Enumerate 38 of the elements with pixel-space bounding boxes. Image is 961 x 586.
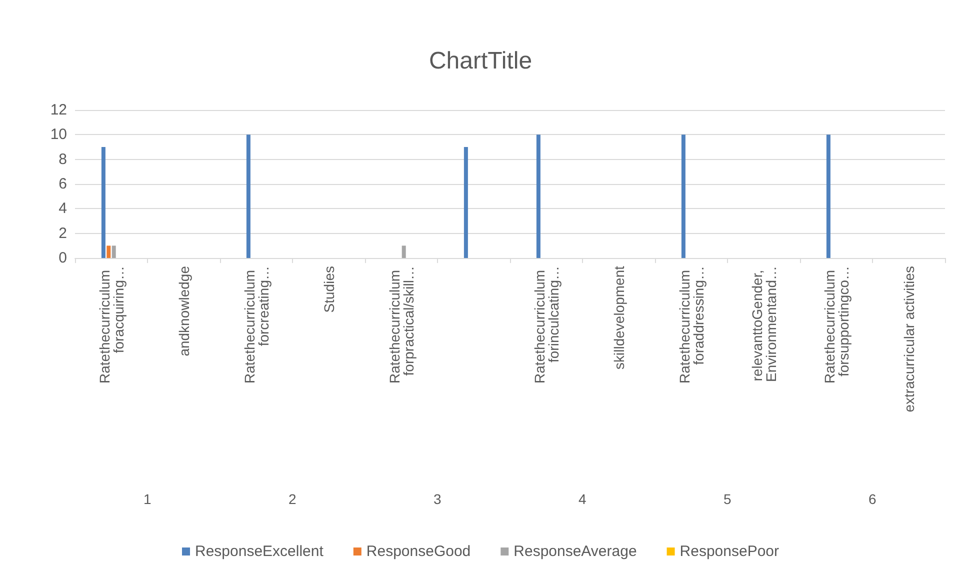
chart-title: ChartTitle	[428, 48, 532, 74]
x-tick-label: Ratethecurriculum forsupportingco…	[821, 266, 852, 384]
bar	[536, 134, 540, 258]
x-tick-label: extracurricular activities	[900, 266, 917, 412]
y-tick-label: 10	[50, 126, 67, 144]
x-tick-label: Ratethecurriculum forpractical/skill…	[386, 266, 416, 384]
text: 6	[868, 491, 876, 507]
y-tick-label: 4	[58, 200, 67, 218]
y-tick-label: 2	[58, 224, 67, 242]
text: 2	[288, 491, 296, 507]
legend-label: ResponseGood	[366, 543, 471, 560]
x-tick-label: Ratethecurriculum foraddressing…	[676, 266, 706, 384]
x-tick-label: Ratethecurriculum forcreating…	[241, 266, 272, 384]
x-tick-label: relevanttoGender, Environmentand…	[748, 266, 779, 382]
text: 1	[144, 491, 152, 507]
bar	[112, 246, 116, 258]
legend-label: ResponsePoor	[680, 543, 780, 560]
x-tick-label: skilldevelopment	[610, 266, 627, 370]
legend-label: ResponseAverage	[514, 543, 637, 560]
legend-label: ResponseExcellent	[194, 543, 324, 560]
text: 3	[434, 491, 442, 507]
bar	[826, 134, 830, 258]
bar	[246, 134, 250, 258]
y-tick-label: 12	[50, 102, 67, 118]
bar	[106, 246, 111, 258]
y-tick-label: 0	[58, 250, 67, 266]
x-tick-label: Ratethecurriculum forinculcating…	[531, 266, 562, 384]
bar	[681, 134, 686, 258]
bar	[402, 246, 406, 258]
x-tick-label: andknowledge	[176, 266, 192, 356]
text: 4	[578, 491, 586, 507]
y-tick-label: 6	[58, 176, 67, 192]
bar	[101, 147, 106, 258]
y-tick-label: 8	[58, 150, 67, 168]
text: 5	[724, 491, 732, 507]
x-tick-label: Studies	[320, 266, 337, 313]
x-tick-label: Ratethecurriculum foracquiring…	[96, 266, 126, 384]
bar	[464, 147, 468, 258]
